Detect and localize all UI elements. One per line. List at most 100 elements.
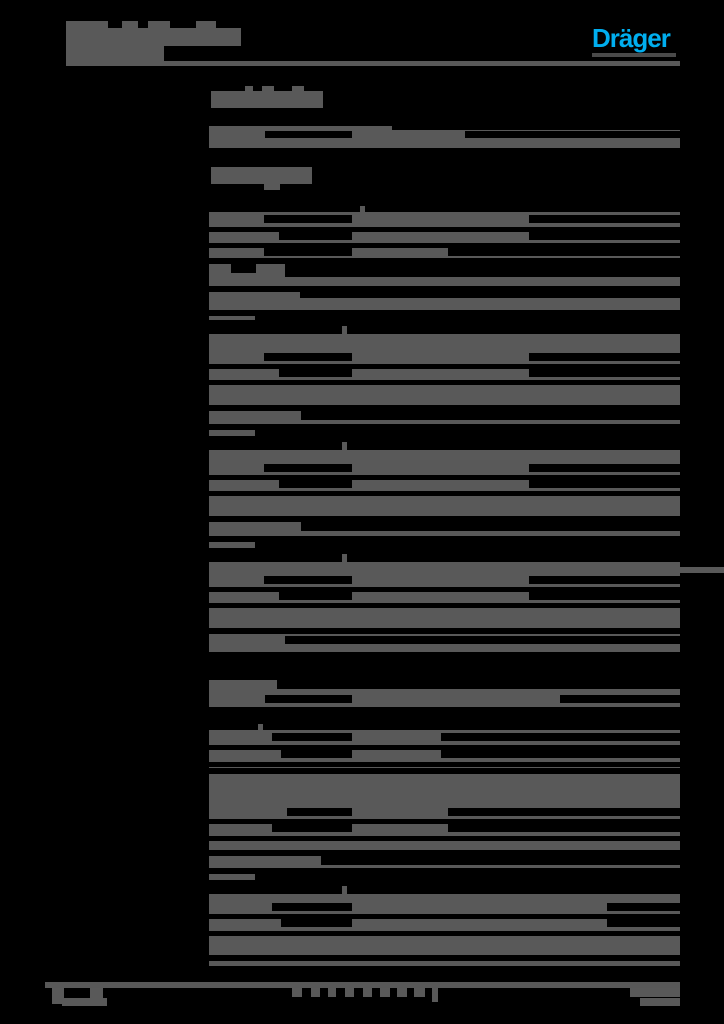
table-row-rule <box>448 808 680 816</box>
footer-center-block <box>414 988 425 997</box>
table-row-rule <box>529 576 680 584</box>
table-row-rule <box>279 592 352 600</box>
section-3-heading <box>209 680 277 688</box>
header-title-fragment <box>122 21 138 28</box>
section-1-heading-accent <box>292 86 304 91</box>
page-title <box>66 28 241 46</box>
table-row-rule <box>279 480 352 488</box>
header-title-fragment <box>148 21 170 28</box>
table-row-rule <box>209 424 680 430</box>
table-row-rule <box>347 320 680 334</box>
table-row-rule <box>264 576 352 584</box>
table-row-rule <box>209 931 680 936</box>
table-row-rule <box>264 248 352 256</box>
table-row-rule <box>209 762 680 767</box>
table-row-rule <box>209 914 680 919</box>
table-row-rule <box>529 369 680 377</box>
footer-left-block <box>62 998 107 1006</box>
table-row-rule <box>301 522 680 531</box>
table-row-rule <box>448 824 680 832</box>
footer-center-block <box>380 988 390 997</box>
footer-center-block <box>311 988 320 997</box>
table-row-rule <box>209 364 680 369</box>
table-row-rule <box>209 442 342 450</box>
table-row-rule <box>209 258 680 264</box>
table-row-rule <box>209 836 680 841</box>
footer-center-block <box>363 988 372 997</box>
table-row-rule <box>321 856 680 865</box>
table-row-rule <box>279 369 352 377</box>
footer-center-block <box>397 988 407 997</box>
table-row-rule <box>255 874 680 880</box>
table-row-rule <box>209 868 680 874</box>
table-row-rule <box>264 215 352 223</box>
table-row-rule <box>529 592 680 600</box>
table-row-rule <box>209 554 342 562</box>
table-row-rule <box>209 628 680 634</box>
table-row-rule <box>209 536 680 542</box>
table-row-rule <box>448 248 680 256</box>
header-divider <box>164 61 680 64</box>
footer-center-block <box>345 988 354 997</box>
table-row-rule <box>529 353 680 361</box>
table-row-rule <box>441 733 680 741</box>
section-1-heading-accent <box>245 86 253 91</box>
table-row-rule <box>209 310 680 316</box>
table-row-rule <box>209 768 680 774</box>
table-row-rule <box>300 286 680 298</box>
table-row-rule <box>301 411 680 420</box>
section-3-row-rule <box>560 695 680 703</box>
table-row-rule <box>347 436 680 450</box>
table-row-rule <box>209 819 680 824</box>
header-title-fragment <box>66 21 108 28</box>
table-row-rule <box>281 750 352 758</box>
footer-divider <box>45 982 680 988</box>
footer-right-block <box>630 988 680 997</box>
table-row-rule <box>285 636 680 644</box>
table-row-rule <box>209 227 680 232</box>
table-row-rule <box>209 516 680 522</box>
table-row-rule <box>281 919 352 927</box>
header-divider-2 <box>66 63 680 66</box>
section-3-row-rule <box>209 707 680 713</box>
table-row-rule <box>209 326 342 334</box>
table-row-rule <box>272 824 352 832</box>
page-subtitle <box>66 46 164 63</box>
table-row-rule <box>209 243 680 248</box>
table-row-rule <box>209 603 680 608</box>
table-row-rule <box>264 464 352 472</box>
table-row-rule <box>529 464 680 472</box>
table-row-rule <box>264 353 352 361</box>
table-row-rule <box>607 919 680 927</box>
footer-center-block <box>432 988 438 1002</box>
table-row-rule <box>441 750 680 758</box>
table-bottom-rule <box>209 652 680 662</box>
table-row-rule <box>209 475 680 480</box>
table-row-rule <box>209 405 680 411</box>
table-row-rule <box>209 955 680 961</box>
table-group-marker <box>231 264 256 273</box>
header-title-fragment <box>196 21 216 28</box>
footer-left-block <box>52 988 64 1004</box>
table-row-rule <box>279 232 352 240</box>
table-row-rule <box>255 430 680 436</box>
section-1-heading-accent <box>262 86 274 91</box>
section-1-heading <box>211 91 323 108</box>
table-group-rule <box>285 264 680 277</box>
table-row-rule <box>347 880 680 894</box>
table-row-rule <box>529 215 680 223</box>
table-row-rule <box>209 491 680 496</box>
drager-logo: Dräger <box>592 23 671 53</box>
table-row-rule <box>272 733 352 741</box>
table-row-rule <box>272 903 352 911</box>
table-row-rule <box>529 480 680 488</box>
table-row-rule <box>209 850 680 856</box>
footer-center-block <box>328 988 336 997</box>
section-1-row-rule <box>265 131 352 138</box>
section-1-row-rule <box>465 131 680 138</box>
footer-center-block <box>292 988 302 997</box>
table-row-rule <box>287 808 352 816</box>
table-row-rule <box>529 232 680 240</box>
section-2-heading-accent <box>264 184 280 190</box>
